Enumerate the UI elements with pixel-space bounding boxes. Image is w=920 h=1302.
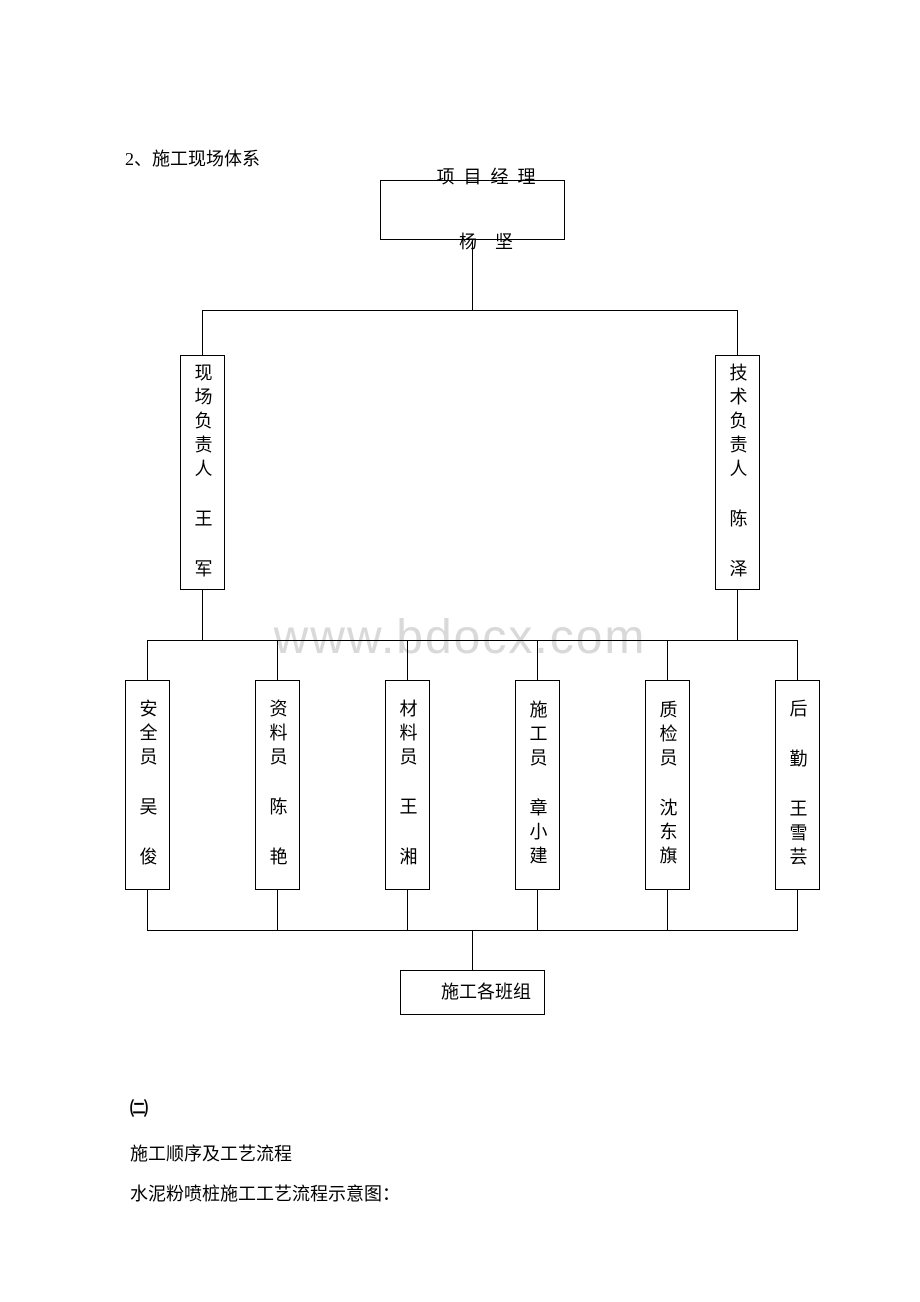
section-two-marker: ㈡ xyxy=(130,1095,148,1121)
node-qc: 质检员 沈东旗 xyxy=(645,680,690,890)
node-doc: 资料员 陈 艳 xyxy=(255,680,300,890)
node-person: 沈东旗 xyxy=(658,798,678,870)
node-person: 王 军 xyxy=(193,509,213,583)
connector xyxy=(147,890,148,930)
connector xyxy=(147,640,148,680)
node-person: 杨 坚 xyxy=(459,232,513,252)
node-person: 王 湘 xyxy=(398,797,418,871)
connector xyxy=(797,640,798,680)
node-person: 吴 俊 xyxy=(138,797,158,871)
node-title: 技术负责人 xyxy=(728,363,748,483)
node-person: 王雪芸 xyxy=(788,799,808,871)
node-title: 后 勤 xyxy=(788,699,808,773)
node-title: 资料员 xyxy=(268,699,288,771)
connector xyxy=(737,590,738,640)
node-material: 材料员 王 湘 xyxy=(385,680,430,890)
connector xyxy=(407,890,408,930)
connector xyxy=(667,890,668,930)
node-title: 安全员 xyxy=(138,699,158,771)
node-construction: 施工员 章小建 xyxy=(515,680,560,890)
connector xyxy=(277,890,278,930)
node-site-leader: 现场负责人 王 军 xyxy=(180,355,225,590)
connector xyxy=(202,310,738,311)
node-tech-leader: 技术负责人 陈 泽 xyxy=(715,355,760,590)
node-project-manager: 项 目 经 理 杨 坚 xyxy=(380,180,565,240)
node-person: 陈 艳 xyxy=(268,797,288,871)
node-title: 质检员 xyxy=(658,700,678,772)
paragraph: 水泥粉喷桩施工工艺流程示意图： xyxy=(130,1180,400,1206)
node-title: 项 目 经 理 xyxy=(437,167,536,187)
connector xyxy=(797,890,798,930)
connector xyxy=(202,310,203,355)
connector xyxy=(537,890,538,930)
connector xyxy=(202,590,203,640)
node-title: 材料员 xyxy=(398,699,418,771)
node-title: 施工员 xyxy=(528,700,548,772)
section-heading: 2、施工现场体系 xyxy=(125,145,260,171)
node-logistics: 后 勤 王雪芸 xyxy=(775,680,820,890)
node-safety: 安全员 吴 俊 xyxy=(125,680,170,890)
node-person: 陈 泽 xyxy=(728,509,748,583)
connector xyxy=(407,640,408,680)
paragraph: 施工顺序及工艺流程 xyxy=(130,1140,292,1166)
connector xyxy=(667,640,668,680)
node-title: 施工各班组 xyxy=(441,982,531,1002)
connector xyxy=(737,310,738,355)
node-teams: 施工各班组 xyxy=(400,970,545,1015)
connector xyxy=(537,640,538,680)
node-person: 章小建 xyxy=(528,798,548,870)
connector xyxy=(277,640,278,680)
connector xyxy=(147,640,798,641)
org-chart: 项 目 经 理 杨 坚 现场负责人 王 军 技术负责人 陈 泽 安全员 吴 俊 … xyxy=(125,180,820,1020)
node-title: 现场负责人 xyxy=(193,363,213,483)
